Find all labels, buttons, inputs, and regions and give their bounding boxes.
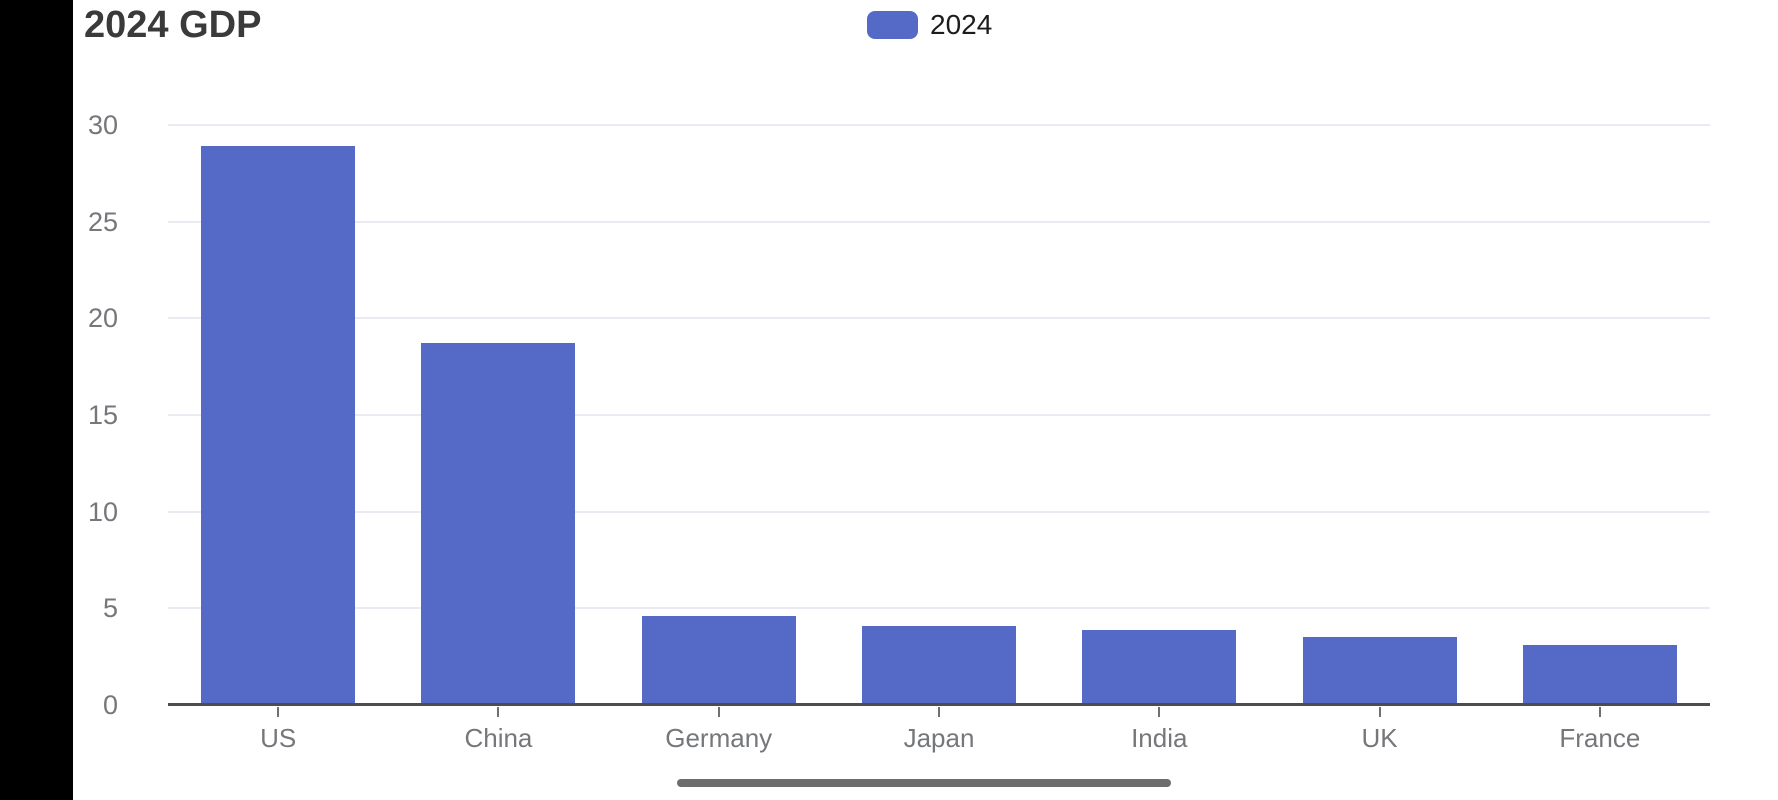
chart-title: 2024 GDP <box>84 4 262 46</box>
x-tick-germany <box>717 707 720 717</box>
y-tick-label-15: 15 <box>87 400 118 430</box>
x-tick-label-france: France <box>1559 723 1641 753</box>
x-tick-china <box>497 707 500 717</box>
y-tick-label-5: 5 <box>102 593 118 624</box>
horizontal-scrollbar-thumb[interactable] <box>677 779 1171 787</box>
x-tick-india <box>1158 707 1161 717</box>
x-tick-label-japan: Japan <box>903 723 975 753</box>
gridline-30 <box>168 124 1710 126</box>
y-tick-label-0: 0 <box>102 690 118 720</box>
gridline-15 <box>168 414 1710 416</box>
x-tick-us <box>277 707 280 717</box>
bar-china[interactable] <box>421 343 576 705</box>
gridline-5 <box>168 607 1710 610</box>
legend-swatch-icon[interactable] <box>867 11 918 39</box>
bar-germany[interactable] <box>641 616 796 705</box>
x-tick-label-china: China <box>464 723 533 753</box>
y-tick-label-20: 20 <box>87 303 118 334</box>
x-tick-label-germany: Germany <box>665 723 773 753</box>
gridline-20 <box>168 317 1710 320</box>
x-tick-label-uk: UK <box>1361 723 1398 753</box>
x-tick-label-us: US <box>260 723 297 753</box>
left-letterbox <box>0 0 73 800</box>
bar-uk[interactable] <box>1302 637 1457 705</box>
x-tick-france <box>1598 707 1601 717</box>
x-tick-label-india: India <box>1131 723 1188 753</box>
bar-france[interactable] <box>1522 645 1677 705</box>
bar-japan[interactable] <box>862 625 1016 705</box>
legend-item-2024[interactable]: 2024 <box>867 9 992 41</box>
gridline-10 <box>168 510 1710 513</box>
bar-us[interactable] <box>201 146 356 705</box>
x-axis-line <box>168 703 1710 706</box>
y-tick-label-25: 25 <box>87 206 118 237</box>
legend-label: 2024 <box>930 9 993 40</box>
y-tick-label-30: 30 <box>87 110 118 140</box>
gridline-25 <box>168 220 1710 223</box>
bar-india[interactable] <box>1082 629 1237 705</box>
x-tick-japan <box>938 707 940 717</box>
x-tick-uk <box>1378 707 1381 717</box>
bar-chart-plot-area: 0 5 10 15 20 25 30 US China Germany Japan India UK F… <box>88 110 1710 753</box>
y-tick-label-10: 10 <box>87 496 118 527</box>
